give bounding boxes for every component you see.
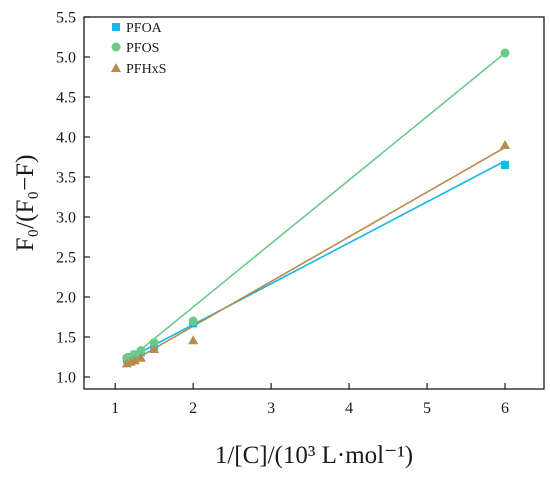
data-point-pfos-3 <box>136 346 146 356</box>
fit-line-pfhxs <box>126 146 506 365</box>
data-point-pfhxs-4 <box>149 344 160 353</box>
data-point-pfhxs-3 <box>135 352 146 362</box>
x-tick-label-3: 4 <box>345 400 353 417</box>
x-tick-label-2: 3 <box>267 400 275 417</box>
fit-line-pfos <box>126 52 506 362</box>
legend-item-pfos: PFOS <box>111 41 159 56</box>
data-point-pfhxs-6 <box>500 140 511 149</box>
legend: PFOA PFOS PFHxS <box>111 21 166 77</box>
y-tick-label-2: 2.0 <box>56 290 76 307</box>
y-tick-label-4: 3.0 <box>56 210 76 227</box>
legend-label-pfhxs: PFHxS <box>126 62 166 77</box>
legend-marker-pfoa <box>112 23 120 31</box>
y-tick-label-6: 4.0 <box>56 130 76 147</box>
x-tick-label-1: 2 <box>189 400 197 417</box>
axis-ticks: 1 2 3 4 5 6 1.0 1.5 2.0 2.5 3.0 3.5 4.0 4.5 5.0 5.5 <box>56 10 509 418</box>
plot-frame <box>83 16 545 390</box>
legend-label-pfoa: PFOA <box>126 21 163 36</box>
data-markers <box>121 48 511 368</box>
data-point-pfhxs-5 <box>188 335 199 345</box>
legend-marker-pfos <box>111 42 121 52</box>
y-tick-label-5: 3.5 <box>56 170 76 187</box>
legend-item-pfhxs: PFHxS <box>111 62 166 77</box>
x-tick-label-5: 6 <box>501 400 509 417</box>
x-axis-title: 1/[C]/(10³ L·mol⁻¹) <box>215 442 413 469</box>
y-tick-label-1: 1.5 <box>56 330 76 347</box>
fit-lines <box>126 52 506 365</box>
y-tick-label-0: 1.0 <box>56 370 76 387</box>
data-point-pfos-4 <box>149 338 159 348</box>
y-tick-label-8: 5.0 <box>56 50 76 67</box>
data-point-pfos-6 <box>500 48 510 58</box>
data-point-pfos-5 <box>188 316 198 326</box>
legend-marker-pfhxs <box>111 63 121 72</box>
y-tick-label-7: 4.5 <box>56 90 76 107</box>
data-point-pfhxs-2 <box>129 355 140 365</box>
legend-item-pfoa: PFOA <box>112 21 163 36</box>
fit-line-pfoa <box>126 160 506 361</box>
x-tick-label-4: 5 <box>423 400 431 417</box>
data-point-pfoa-6 <box>501 161 510 169</box>
y-axis-title: F₀/(F₀−F) <box>12 155 39 252</box>
y-tick-label-9: 5.5 <box>56 10 76 27</box>
y-tick-label-3: 2.5 <box>56 250 76 267</box>
legend-label-pfos: PFOS <box>126 41 159 56</box>
x-tick-label-0: 1 <box>111 400 119 417</box>
